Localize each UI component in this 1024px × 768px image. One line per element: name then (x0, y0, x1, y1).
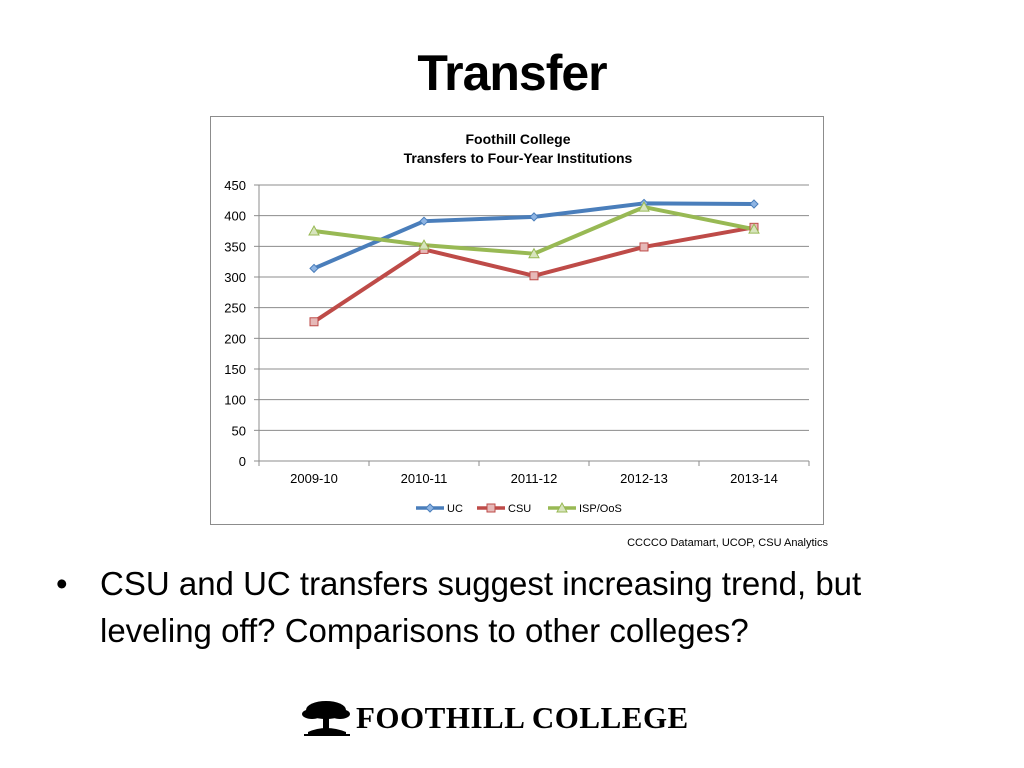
y-tick-label: 50 (232, 423, 246, 438)
slide-title: Transfer (417, 45, 607, 101)
college-logo: FOOTHILL COLLEGE (300, 694, 710, 740)
data-point-isp-oos (638, 201, 650, 212)
y-tick-label: 300 (224, 270, 246, 285)
chart-title: Foothill College (466, 131, 571, 147)
y-tick-label: 450 (224, 178, 246, 193)
data-point-uc (529, 212, 539, 222)
chart-subtitle: Transfers to Four-Year Institutions (404, 150, 633, 166)
y-tick-label: 350 (224, 239, 246, 254)
y-tick-label: 100 (224, 393, 246, 408)
x-tick-label: 2010-11 (401, 471, 448, 486)
oak-tree-icon (302, 701, 350, 736)
data-point-csu (639, 242, 649, 252)
y-tick-label: 400 (224, 209, 246, 224)
chart-container: Foothill College Transfers to Four-Year … (210, 116, 824, 525)
data-point-csu (309, 317, 319, 327)
x-tick-label: 2012-13 (620, 471, 668, 486)
legend-label-csu: CSU (508, 503, 531, 515)
data-point-isp-oos (308, 224, 320, 236)
bullet-marker: • (56, 565, 68, 602)
y-tick-label: 150 (224, 362, 246, 377)
legend-marker-uc (425, 503, 435, 513)
data-point-uc (309, 263, 319, 274)
data-point-isp-oos (418, 239, 430, 250)
logo-text: FOOTHILL COLLEGE (356, 700, 689, 735)
data-point-uc (749, 199, 759, 209)
y-tick-label: 0 (239, 454, 246, 469)
x-tick-label: 2011-12 (511, 471, 558, 486)
data-point-csu (529, 271, 539, 281)
y-tick-label: 250 (224, 301, 246, 316)
legend-label-uc: UC (447, 503, 463, 515)
data-point-isp-oos (748, 223, 760, 234)
data-point-uc (419, 216, 429, 226)
legend-marker-csu (486, 503, 496, 513)
x-tick-label: 2009-10 (290, 471, 338, 486)
data-point-isp-oos (528, 247, 540, 259)
bullet-text: CSU and UC transfers suggest increasing … (100, 565, 862, 649)
legend-marker-isp-oos (556, 501, 568, 513)
source-note: CCCCO Datamart, UCOP, CSU Analytics (627, 537, 828, 549)
line-chart: Foothill College Transfers to Four-Year … (224, 131, 810, 515)
legend-label-isp-oos: ISP/OoS (579, 503, 622, 515)
x-tick-label: 2013-14 (730, 471, 778, 486)
y-tick-label: 200 (224, 331, 246, 346)
